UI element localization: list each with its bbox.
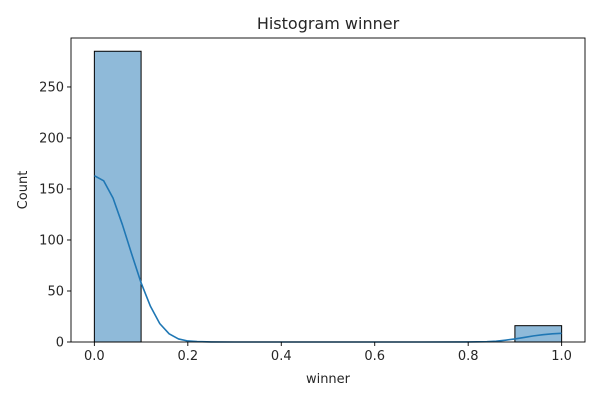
x-tick-label: 0.6: [364, 349, 385, 364]
y-tick-label: 0: [56, 336, 64, 351]
y-tick-label: 200: [39, 131, 64, 146]
histogram-bar-0: [93, 50, 142, 343]
chart-title: Histogram winner: [257, 14, 400, 33]
y-tick-label: 100: [39, 233, 64, 248]
x-tick-label: 0.8: [458, 349, 479, 364]
x-tick-label: 1.0: [551, 349, 572, 364]
x-tick-label: 0.2: [177, 349, 198, 364]
x-axis-label: winner: [306, 372, 351, 387]
x-tick-label: 0.4: [271, 349, 292, 364]
y-tick-label: 50: [47, 284, 64, 299]
axes-frame: [70, 37, 586, 343]
y-tick-label: 150: [39, 182, 64, 197]
plot-area: 0.0 0.2 0.4 0.6 0.8 1.0 0 50 100 150 200 250: [39, 37, 586, 364]
y-axis-label: Count: [16, 171, 31, 210]
kde-line: [93, 175, 562, 343]
y-tick-label: 250: [39, 80, 64, 95]
x-tick-label: 0.0: [84, 349, 105, 364]
